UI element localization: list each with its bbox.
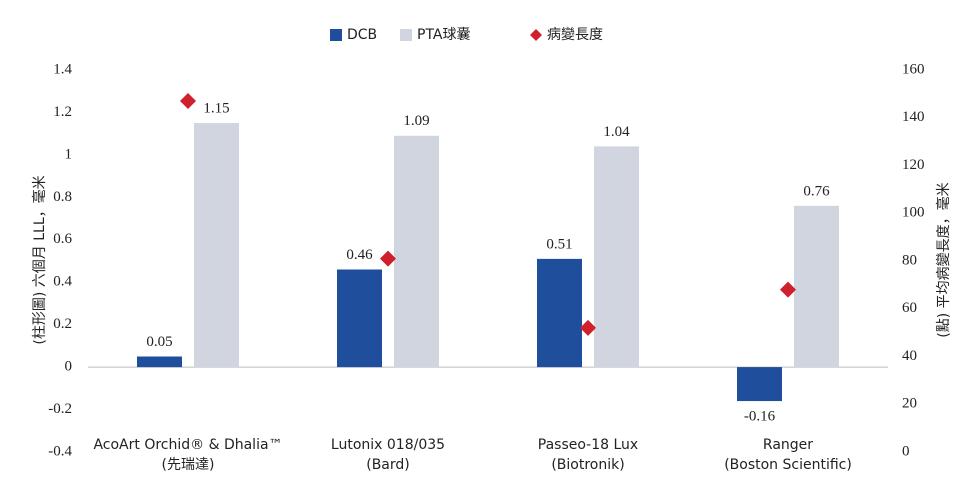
y-tick-label: 0.6 — [53, 231, 72, 247]
x-tick-label: (先瑞達) — [162, 457, 215, 473]
bar — [394, 135, 439, 368]
bar — [537, 258, 582, 368]
y2-axis-label: (點) 平均病變長度，毫米 — [935, 182, 952, 337]
data-label: 1.09 — [403, 113, 429, 129]
legend-marker — [530, 29, 542, 41]
y2-tick-label: 0 — [902, 443, 910, 459]
y2-tick-label: 100 — [902, 205, 925, 221]
point — [580, 319, 596, 336]
bar — [594, 146, 639, 368]
x-tick-label: AcoArt Orchid® & Dhalia™ — [93, 437, 282, 453]
y2-tick-label: 80 — [902, 252, 917, 268]
y-tick-label: 1.2 — [53, 104, 72, 120]
y2-tick-label: 120 — [902, 157, 925, 173]
y-tick-label: 0.4 — [53, 274, 72, 290]
x-tick-label: (Boston Scientific) — [724, 457, 852, 473]
x-tick-label: (Biotronik) — [551, 457, 624, 473]
x-tick-label: Passeo-18 Lux — [538, 437, 638, 453]
y-tick-label: 1.4 — [53, 61, 72, 77]
y-tick-label: -0.2 — [48, 401, 72, 417]
y2-tick-label: 60 — [902, 300, 917, 316]
legend-label: PTA球囊 — [417, 26, 470, 43]
data-label: 0.51 — [546, 236, 572, 252]
legend-label: DCB — [347, 27, 377, 43]
data-label: 0.05 — [146, 334, 172, 350]
x-tick-label: (Bard) — [366, 457, 410, 473]
y-tick-label: 1 — [65, 146, 73, 162]
y-tick-label: 0.8 — [53, 189, 72, 205]
data-label: 0.46 — [346, 247, 373, 263]
legend-label: 病變長度 — [547, 27, 603, 43]
point — [780, 281, 796, 298]
data-label: 1.15 — [203, 100, 229, 116]
bar — [137, 356, 182, 368]
y2-tick-label: 40 — [902, 348, 917, 364]
bar — [194, 123, 239, 368]
data-label: 1.04 — [603, 124, 630, 140]
data-label: -0.16 — [744, 409, 776, 425]
point — [380, 250, 396, 267]
bar — [337, 269, 382, 368]
point — [180, 93, 196, 110]
y2-tick-label: 20 — [902, 396, 917, 412]
bar — [794, 205, 839, 368]
y2-tick-label: 160 — [902, 61, 925, 77]
y-tick-label: 0 — [65, 359, 73, 375]
legend-marker — [330, 29, 342, 41]
x-tick-label: Ranger — [763, 437, 813, 453]
x-tick-label: Lutonix 018/035 — [331, 437, 445, 453]
legend-marker — [400, 29, 412, 41]
y-axis-label: (柱形圖) 六個月 LLL，毫米 — [31, 175, 48, 344]
y-tick-label: -0.4 — [48, 443, 72, 459]
y-tick-label: 0.2 — [53, 316, 72, 332]
bar — [737, 367, 782, 402]
data-label: 0.76 — [803, 183, 830, 199]
y2-tick-label: 140 — [902, 109, 925, 125]
